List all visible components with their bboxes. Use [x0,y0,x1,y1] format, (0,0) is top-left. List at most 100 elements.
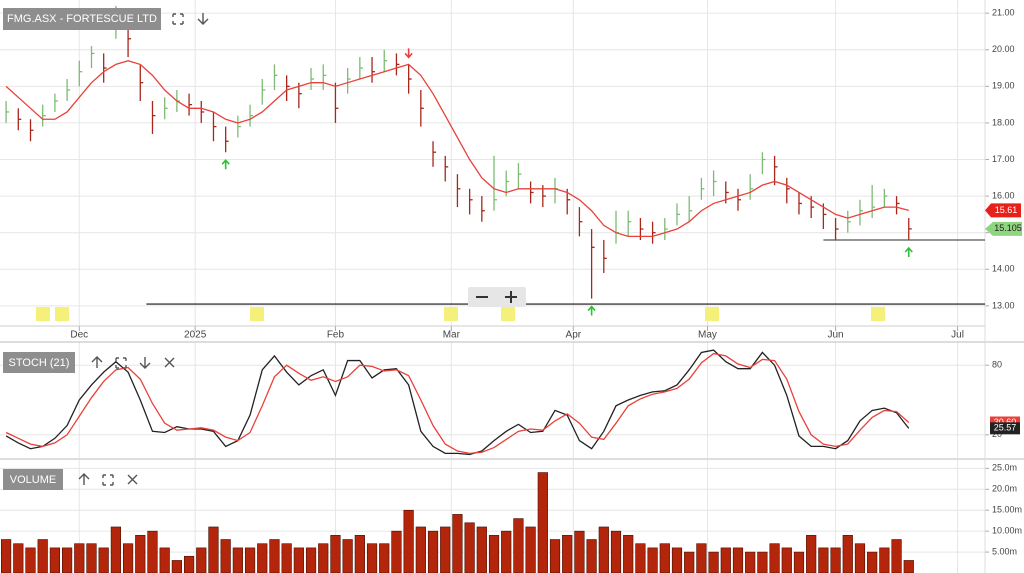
pencil-icon[interactable] [444,307,458,321]
x-tick-label: Jun [828,330,844,341]
volume-bar [659,543,670,573]
x-tick-label: Feb [327,330,345,341]
expand-icon[interactable] [102,474,114,486]
volume-bar [854,543,866,573]
move-down-icon[interactable] [139,357,151,369]
pencil-icon[interactable] [250,307,264,321]
volume-bar [342,539,353,573]
volume-bar [366,543,378,573]
move-up-icon[interactable] [91,356,103,368]
volume-bar [696,543,707,573]
volume-bar [623,535,634,573]
buy-signal [587,305,596,316]
y-tick-label: 13.00 [992,300,1015,310]
x-tick-label: 2025 [184,330,207,341]
pencil-icon[interactable] [871,307,885,321]
volume-bar [391,530,402,573]
volume-bar [293,547,304,573]
volume-bar [842,535,853,573]
volume-bar [0,539,12,573]
y-tick-label: 14.00 [992,264,1015,274]
volume-bar [757,551,768,573]
volume-bar [74,543,85,573]
volume-bar [574,530,585,573]
volume-bar [281,543,292,573]
sell-signal [404,48,413,59]
y-tick-label: 16.00 [992,190,1015,200]
volume-bar [159,547,170,573]
header-box [3,352,75,373]
value-tag-label: 25.57 [994,423,1017,433]
panel-title: FMG.ASX - FORTESCUE LTD [7,13,157,25]
volume-bar [13,543,24,573]
volume-bar [684,551,695,573]
y-tick-label: 25.0m [992,463,1017,473]
volume-bar [110,526,121,573]
header-box [3,469,63,490]
x-tick-label: Mar [443,330,461,341]
volume-bar [903,560,914,573]
x-tick-label: Jul [951,330,964,341]
volume-bar [232,547,243,573]
panel-title: STOCH (21) [9,357,70,369]
volume-bar [244,547,256,573]
close-icon[interactable] [164,357,175,368]
volume-bar [305,547,317,573]
volume-bar [427,530,439,573]
average-tag-label: 15.61 [995,205,1018,215]
y-tick-label: 10.00m [992,526,1022,536]
volume-bar [440,526,451,573]
expand-icon[interactable] [115,357,127,369]
y-tick-label: 20.00 [992,44,1015,54]
volume-bar [562,535,573,573]
volume-bar [464,522,475,573]
volume-bar [867,551,878,573]
volume-bar [122,543,134,573]
volume-bar [525,526,536,573]
volume-bar [745,551,756,573]
y-tick-label: 21.00 [992,8,1015,18]
volume-bar [183,555,195,573]
volume-header: VOLUME [3,469,138,490]
volume-bar [220,539,231,573]
zoom-controls [468,287,526,307]
volume-bar [86,543,97,573]
header-box [3,8,161,30]
buy-signal [221,158,230,170]
y-tick-label: 19.00 [992,81,1015,91]
expand-icon[interactable] [172,13,184,25]
volume-bar [49,547,60,573]
close-icon[interactable] [127,474,138,485]
volume-bar [806,535,817,573]
volume-bar [147,530,158,573]
volume-bar [476,526,487,573]
volume-bar [98,547,109,573]
volume-bar [598,526,609,573]
pencil-icon[interactable] [36,307,50,321]
volume-bar [488,535,500,573]
volume-bar [769,543,780,573]
pencil-icon[interactable] [501,307,515,321]
volume-bar [720,547,731,573]
y-tick-label: 5.00m [992,546,1017,556]
stoch-line [5,349,910,456]
pencil-icon[interactable] [705,307,719,321]
volume-bar [793,551,805,573]
x-tick-label: Dec [70,330,88,341]
move-up-icon[interactable] [78,473,90,485]
panel-title: VOLUME [10,474,56,486]
volume-bar [708,551,719,573]
x-tick-label: May [698,330,717,341]
marks-layer: Dec 2025 Feb Mar Apr May Jun Jul 13.00 14.00 15.00… [0,5,1022,573]
volume-bar [671,547,683,573]
pencil-icon[interactable] [55,307,69,321]
y-tick-label: 18.00 [992,117,1015,127]
volume-bar [549,539,561,573]
volume-bar [830,547,841,573]
volume-bar [501,530,512,573]
move-down-icon[interactable] [197,13,209,25]
stoch-header: STOCH (21) [3,352,175,373]
volume-bar [135,535,146,573]
volume-bar [37,539,48,573]
